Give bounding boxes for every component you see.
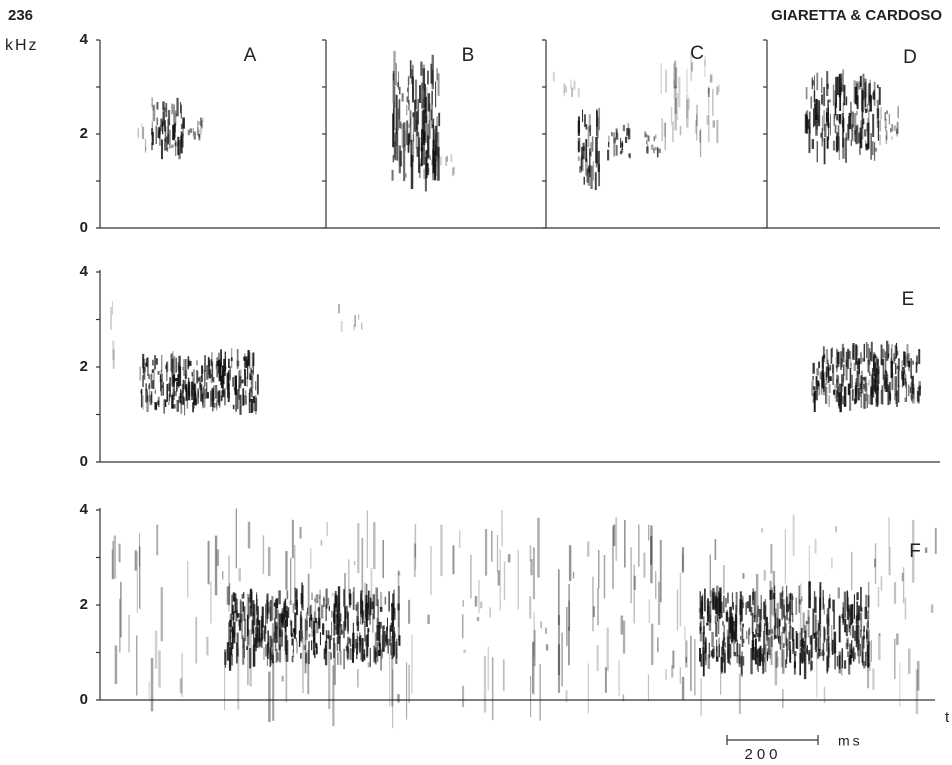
panel-label: D — [903, 47, 917, 68]
scale-unit: ms — [838, 733, 863, 749]
y-tick-label: 2 — [80, 125, 88, 142]
y-tick-label: 0 — [80, 453, 88, 470]
y-tick-label: 2 — [80, 596, 88, 613]
scale-value: 200 — [744, 746, 781, 763]
panel-label: C — [690, 43, 704, 64]
y-tick-label: 0 — [80, 691, 88, 708]
page-number: 236 — [8, 7, 33, 24]
authors: GIARETTA & CARDOSO — [771, 7, 942, 24]
y-tick-label: 2 — [80, 358, 88, 375]
y-tick-label: 0 — [80, 219, 88, 236]
time-axis-label: t — [945, 709, 950, 726]
panel-label: F — [909, 541, 921, 562]
panel-label: A — [244, 45, 257, 66]
panel-label: E — [902, 289, 915, 310]
panel-label: B — [462, 45, 475, 66]
y-tick-label: 4 — [80, 31, 89, 48]
y-tick-label: 4 — [80, 263, 89, 280]
y-tick-label: 4 — [80, 501, 89, 518]
y-axis-label: kHz — [5, 37, 39, 54]
